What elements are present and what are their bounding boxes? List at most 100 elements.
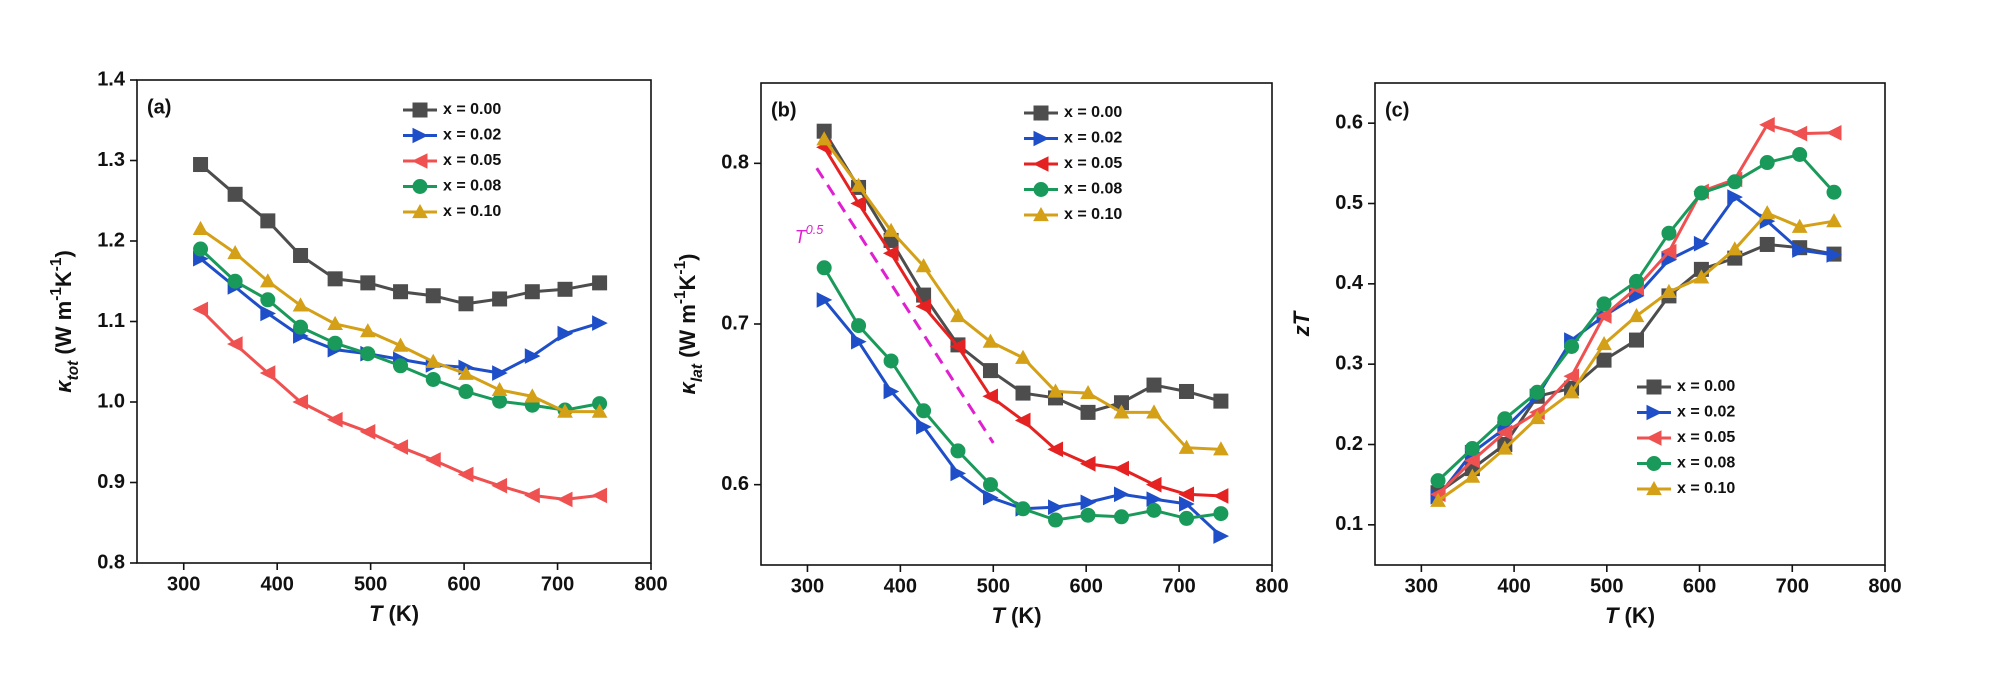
marker	[292, 297, 309, 312]
legend-label: x = 0.02	[443, 127, 501, 144]
x-tick-label: 800	[1868, 575, 1901, 597]
marker	[360, 346, 376, 362]
marker	[524, 388, 541, 403]
marker	[1826, 213, 1842, 228]
x-tick-label: 400	[260, 573, 293, 595]
text-part: -1	[48, 287, 65, 301]
marker	[458, 296, 474, 312]
legend-marker	[412, 102, 428, 118]
marker	[259, 273, 276, 288]
marker	[1430, 492, 1446, 507]
marker	[393, 358, 409, 374]
y-tick-label: 0.9	[97, 471, 125, 493]
legend-label: x = 0.02	[1064, 130, 1122, 147]
marker	[193, 241, 209, 257]
x-tick-label: 300	[791, 575, 824, 597]
legend-marker	[411, 153, 428, 169]
x-axis-label: T (K)	[369, 601, 419, 626]
legend-marker	[412, 127, 429, 144]
marker	[1825, 124, 1842, 141]
text-part: K	[51, 271, 76, 287]
y-axis-label: zT	[1289, 310, 1314, 337]
marker	[1179, 383, 1195, 399]
legend-label: x = 0.05	[1677, 429, 1735, 446]
legend-marker	[1646, 456, 1662, 471]
marker	[492, 393, 508, 409]
legend-label: x = 0.05	[443, 152, 501, 169]
marker	[1113, 509, 1129, 525]
marker	[1146, 404, 1162, 419]
text-part: T	[369, 601, 384, 626]
marker	[1080, 494, 1097, 511]
legend-label: x = 0.05	[1064, 155, 1122, 172]
marker	[1791, 218, 1808, 233]
y-tick-label: 1.0	[97, 390, 125, 412]
marker	[950, 307, 966, 323]
y-tick-label: 0.1	[1335, 513, 1363, 535]
marker	[491, 477, 508, 494]
marker	[492, 291, 508, 307]
marker	[1759, 155, 1775, 171]
marker	[458, 384, 474, 400]
y-tick-label: 1.4	[97, 68, 126, 90]
marker	[1759, 236, 1775, 252]
marker	[1047, 441, 1064, 458]
marker	[557, 403, 573, 418]
marker	[192, 220, 209, 236]
y-tick-label: 1.1	[97, 310, 125, 332]
marker	[293, 319, 309, 335]
panel: 300 400 500 600 700 800 0.1 0.2 0.3 0.4 0.5 0.6 T (K…	[1289, 82, 1902, 628]
text-part: T	[991, 603, 1006, 628]
marker	[556, 491, 573, 508]
marker	[1048, 499, 1064, 515]
marker	[1660, 243, 1677, 260]
panel-label: (a)	[147, 96, 171, 118]
legend-marker	[1033, 182, 1049, 197]
marker	[425, 452, 441, 468]
marker	[425, 288, 441, 304]
marker	[982, 333, 999, 348]
marker	[1564, 338, 1580, 354]
marker	[227, 273, 243, 289]
marker	[592, 315, 608, 331]
marker	[1015, 385, 1031, 401]
marker	[1661, 283, 1677, 298]
marker	[1080, 385, 1096, 400]
legend-label: x = 0.10	[1677, 480, 1735, 497]
legend-marker	[1646, 480, 1662, 496]
y-tick-label: 0.8	[97, 551, 125, 573]
x-tick-label: 700	[1162, 575, 1195, 597]
marker	[1213, 528, 1230, 544]
marker	[1792, 242, 1808, 258]
marker	[851, 318, 867, 334]
marker	[949, 338, 966, 355]
marker	[950, 465, 967, 482]
y-tick-label: 0.3	[1335, 352, 1363, 374]
marker	[227, 245, 243, 260]
marker	[524, 284, 540, 300]
marker	[193, 157, 209, 173]
marker	[915, 298, 932, 315]
marker	[425, 353, 442, 368]
marker	[492, 365, 508, 381]
marker	[1529, 384, 1545, 400]
marker	[327, 271, 343, 287]
marker	[1497, 411, 1513, 427]
x-tick-label: 700	[541, 573, 574, 595]
legend-marker	[1646, 404, 1663, 421]
legend-label: x = 0.10	[1064, 206, 1122, 223]
marker	[915, 258, 932, 273]
marker	[1563, 384, 1580, 399]
x-axis-label: T (K)	[991, 603, 1041, 628]
y-tick-label: 0.6	[721, 473, 749, 495]
marker	[1826, 184, 1842, 200]
marker	[1596, 296, 1612, 312]
y-tick-label: 1.2	[97, 229, 125, 251]
marker	[1727, 189, 1743, 205]
series-line	[822, 146, 1221, 498]
text-part: (K)	[382, 601, 419, 626]
legend-label: x = 0.10	[443, 203, 501, 220]
text-part: K	[675, 274, 700, 290]
legend-marker	[1033, 130, 1050, 147]
marker	[1213, 441, 1229, 456]
